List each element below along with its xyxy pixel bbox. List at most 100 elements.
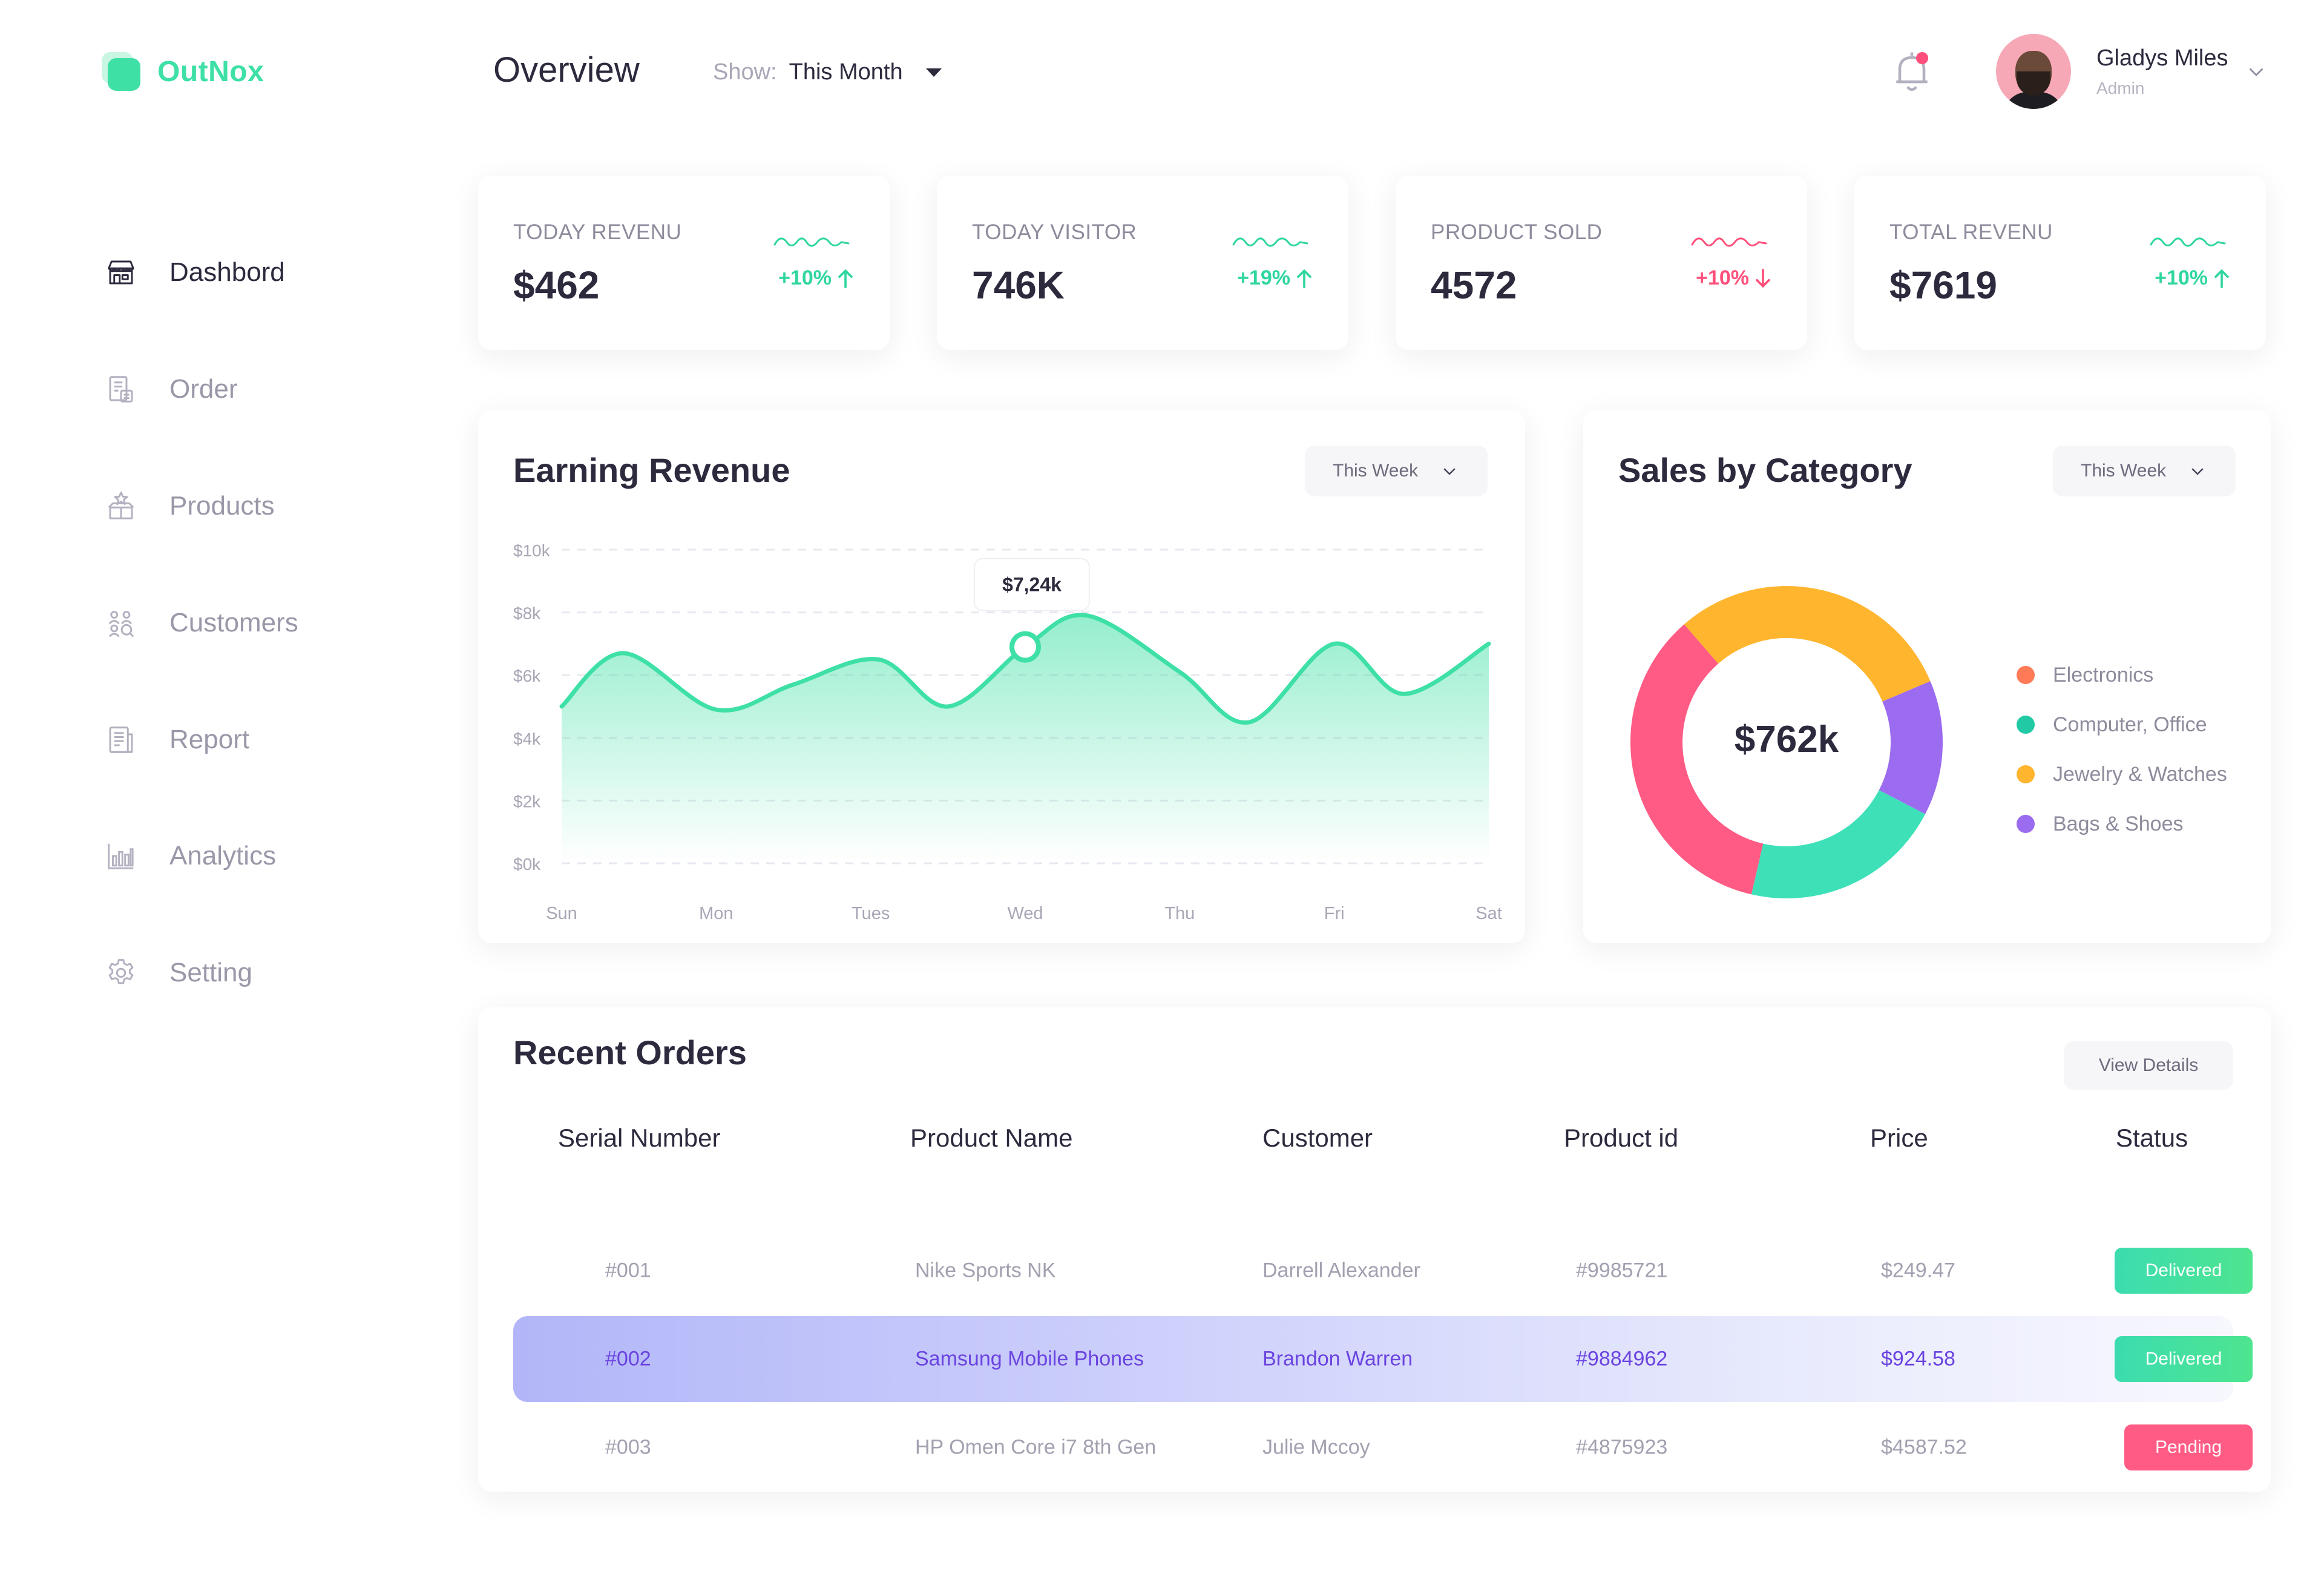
box-star-icon	[103, 488, 139, 524]
sparkline-icon	[1691, 237, 1767, 247]
stat-value: $7619	[1889, 263, 1997, 307]
sparkline-icon	[2150, 237, 2226, 247]
cell-price: $4587.52	[1881, 1435, 1967, 1459]
data-point-highlight	[1009, 631, 1041, 663]
sidebar-item-setting[interactable]: Setting	[103, 946, 405, 1000]
bar-chart-icon	[103, 838, 139, 874]
sales-by-category-card: Sales by Category This Week $762k Electr…	[1583, 410, 2271, 943]
brand-logo[interactable]: OutNox	[102, 52, 264, 91]
column-header[interactable]: Status	[2116, 1124, 2188, 1152]
period-filter[interactable]: Show: This Month	[713, 59, 942, 85]
bell-icon	[1896, 52, 1928, 91]
chevron-down-icon	[1443, 468, 1456, 475]
donut-slice	[1879, 681, 1943, 814]
status-badge: Delivered	[2115, 1248, 2253, 1294]
stat-change: +10%	[2155, 266, 2231, 290]
sparkline-icon	[773, 237, 850, 247]
sidebar-item-label: Customers	[169, 608, 298, 637]
avatar	[1996, 34, 2071, 109]
stat-change: +10%	[778, 266, 855, 290]
earning-period-value: This Week	[1333, 461, 1419, 481]
x-tick-label: Sun	[546, 904, 577, 923]
sidebar-item-label: Setting	[169, 958, 252, 987]
cell-serial: #003	[605, 1435, 651, 1459]
page-title: Overview	[493, 50, 640, 90]
stat-label: TOTAL REVENU	[1889, 220, 2053, 244]
stat-value: 4572	[1431, 263, 1517, 307]
y-tick-label: $0k	[513, 855, 541, 874]
table-row[interactable]: #003 HP Omen Core i7 8th Gen Julie Mccoy…	[513, 1404, 2253, 1490]
sidebar-item-report[interactable]: Report	[103, 713, 405, 767]
column-header[interactable]: Product id	[1564, 1124, 1679, 1152]
cell-product: Samsung Mobile Phones	[915, 1347, 1144, 1371]
x-tick-label: Wed	[1007, 904, 1043, 923]
sales-title: Sales by Category	[1618, 451, 1912, 489]
column-header[interactable]: Product Name	[910, 1124, 1073, 1152]
sales-donut-chart	[1630, 586, 1943, 898]
sparkline-icon	[1232, 237, 1308, 247]
stat-card-today-revenue: TODAY REVENU $462 +10%	[478, 176, 890, 350]
earning-area-chart: $10k $8k $6k $4k $2k $0k Sun Mon Tues Wed Thu Fri Sa…	[513, 541, 1502, 923]
sidebar-item-customers[interactable]: Customers	[103, 596, 405, 650]
sidebar-item-order[interactable]: Order	[103, 362, 405, 417]
donut-slice	[1751, 789, 1926, 898]
donut-slice	[1684, 586, 1931, 702]
table-row[interactable]: #001 Nike Sports NK Darrell Alexander #9…	[513, 1228, 2253, 1314]
cell-customer: Darrell Alexander	[1262, 1259, 1420, 1282]
sidebar-item-dashboard[interactable]: Dashbord	[103, 245, 405, 300]
y-tick-label: $6k	[513, 667, 541, 685]
notifications-button[interactable]	[1891, 47, 1933, 96]
sales-period-dropdown[interactable]: This Week	[2053, 446, 2236, 496]
arrow-down-icon	[1756, 268, 1770, 288]
arrow-up-icon	[838, 269, 853, 288]
stat-change-text: +10%	[2155, 266, 2208, 289]
user-menu[interactable]: Gladys Miles Admin	[1996, 34, 2228, 109]
legend-label: Electronics	[2053, 663, 2154, 687]
cell-product: Nike Sports NK	[915, 1259, 1056, 1282]
sidebar-item-analytics[interactable]: Analytics	[103, 829, 405, 883]
chevron-down-icon[interactable]	[2245, 61, 2267, 82]
cell-product-id: #4875923	[1576, 1435, 1668, 1459]
chevron-down-icon	[2191, 468, 2204, 475]
cell-product: HP Omen Core i7 8th Gen	[915, 1435, 1157, 1459]
stat-change: +10%	[1696, 266, 1772, 290]
table-row[interactable]: #002 Samsung Mobile Phones Brandon Warre…	[513, 1316, 2253, 1402]
column-header[interactable]: Serial Number	[558, 1124, 721, 1152]
sidebar-item-label: Analytics	[169, 841, 277, 871]
stat-value: 746K	[972, 263, 1065, 307]
stat-value: $462	[513, 263, 600, 307]
sidebar-item-label: Products	[169, 491, 275, 521]
stat-change-text: +10%	[1696, 266, 1749, 289]
store-icon	[103, 254, 139, 291]
earning-title: Earning Revenue	[513, 451, 790, 489]
brand-name: OutNox	[157, 55, 264, 88]
donut-total: $762k	[1734, 719, 1839, 760]
logo-mark-icon	[102, 52, 140, 91]
sidebar-item-label: Order	[169, 374, 238, 404]
earning-period-dropdown[interactable]: This Week	[1305, 446, 1488, 496]
gear-icon	[103, 955, 139, 991]
x-tick-label: Mon	[699, 904, 733, 923]
earning-revenue-card: Earning Revenue This Week $10k $8k $6k $4k $…	[478, 410, 1525, 943]
legend-dot	[2017, 815, 2035, 833]
period-filter-value: This Month	[789, 59, 903, 85]
tooltip-box	[974, 558, 1090, 611]
y-tick-label: $8k	[513, 604, 541, 623]
x-tick-label: Fri	[1324, 904, 1345, 923]
x-tick-label: Tues	[852, 904, 890, 923]
cell-product-id: #9884962	[1576, 1347, 1668, 1371]
order-icon	[103, 371, 139, 407]
sidebar-item-label: Report	[169, 725, 250, 754]
column-header[interactable]: Price	[1870, 1124, 1928, 1152]
stat-label: PRODUCT SOLD	[1431, 220, 1603, 244]
stat-card-total-revenue: TOTAL REVENU $7619 +10%	[1854, 176, 2266, 350]
legend-dot	[2017, 666, 2035, 684]
stat-change: +19%	[1237, 266, 1313, 290]
y-tick-label: $4k	[513, 729, 541, 748]
sidebar-item-label: Dashbord	[169, 257, 285, 287]
y-tick-label: $2k	[513, 792, 541, 811]
sidebar-item-products[interactable]: Products	[103, 479, 405, 533]
column-header[interactable]: Customer	[1262, 1124, 1373, 1152]
view-details-button[interactable]: View Details	[2064, 1041, 2233, 1090]
cell-price: $924.58	[1881, 1347, 1955, 1371]
